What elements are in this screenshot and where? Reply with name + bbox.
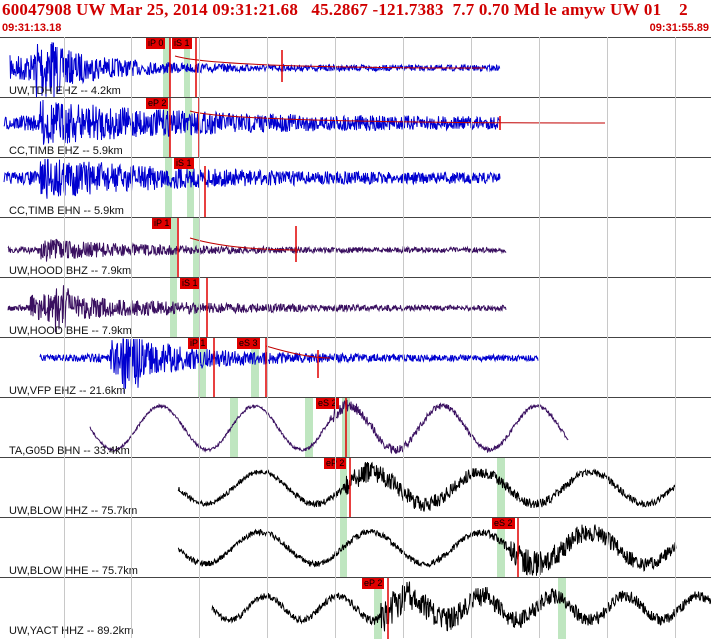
waveform-line [177, 524, 677, 576]
pick-window [170, 218, 177, 278]
trace-panel-blow-hhz[interactable]: eP 2 UW,BLOW HHZ -- 75.7km [0, 457, 711, 518]
coda-line [189, 237, 301, 251]
pick-label[interactable]: eS 2 [316, 398, 339, 409]
end-time: 09:31:55.89 [649, 22, 709, 34]
waveform-line [177, 461, 677, 512]
waveform-line [39, 338, 539, 394]
pick-label[interactable]: eP 2 [146, 98, 169, 109]
station-label: UW,YACT HHZ -- 89.2km [9, 625, 134, 637]
waveform-line [7, 238, 507, 262]
station-label: UW,HOOD BHE -- 7.9km [9, 325, 132, 337]
pick-label[interactable]: iS 1 [174, 158, 194, 169]
pick-window [163, 98, 170, 158]
pick-label[interactable]: eP 2 [324, 458, 347, 469]
trace-panel-timb-ehn[interactable]: iS 1 CC,TIMB EHN -- 5.9km [0, 157, 711, 218]
pick-label[interactable]: iS 1 [172, 38, 192, 49]
waveform-line [3, 158, 501, 199]
pick-window [251, 338, 259, 398]
waveform-blow-hhz [177, 458, 677, 518]
pick-label[interactable]: iS 1 [180, 278, 200, 289]
coda-line [265, 345, 331, 359]
pick-label[interactable]: iP 1 [188, 338, 208, 349]
trace-panel-hood-bhe[interactable]: iS 1 UW,HOOD BHE -- 7.9km [0, 277, 711, 338]
waveform-line [9, 42, 501, 98]
pick-window [374, 578, 382, 639]
trace-panel-timb-ehz[interactable]: eP 2 CC,TIMB EHZ -- 5.9km [0, 97, 711, 158]
event-title: 60047908 UW Mar 25, 2014 09:31:21.68 45.… [2, 0, 688, 19]
pick-window [558, 578, 566, 639]
station-label: CC,TIMB EHN -- 5.9km [9, 205, 124, 217]
pick-window [165, 158, 172, 218]
pick-window [185, 98, 192, 158]
coda-line [174, 55, 486, 69]
waveform-blow-hhe [177, 518, 677, 578]
waveform-hood-bhz [7, 218, 507, 278]
trace-panels: iP 0 iS 1 UW,TDH EHZ -- 4.2km eP 2 CC,TI… [0, 37, 711, 639]
pick-window [497, 458, 505, 518]
pick-window [497, 518, 505, 578]
trace-panel-tdh-ehz[interactable]: iP 0 iS 1 UW,TDH EHZ -- 4.2km [0, 37, 711, 98]
station-label: TA,G05D BHN -- 33.4km [9, 445, 130, 457]
pick-window [305, 398, 313, 458]
trace-panel-vfp-ehz[interactable]: iP 1 eS 3 UW,VFP EHZ -- 21.6km [0, 337, 711, 398]
start-time: 09:31:13.18 [2, 22, 62, 34]
waveform-vfp-ehz [39, 338, 539, 398]
coda-line [189, 110, 606, 124]
waveform-line [211, 581, 711, 632]
waveform-line [3, 99, 501, 145]
trace-panel-hood-bhz[interactable]: iP 1 UW,HOOD BHZ -- 7.9km [0, 217, 711, 278]
pick-label[interactable]: iP 0 [146, 38, 166, 49]
station-label: UW,BLOW HHE -- 75.7km [9, 565, 138, 577]
pick-label[interactable]: iP 1 [152, 218, 172, 229]
waveform-tdh-ehz [9, 38, 501, 98]
station-label: UW,BLOW HHZ -- 75.7km [9, 505, 138, 517]
trace-panel-g05d-bhn[interactable]: eS 2 TA,G05D BHN -- 33.4km [0, 397, 711, 458]
waveform-line [89, 399, 569, 455]
pick-window [230, 398, 238, 458]
waveform-timb-ehn [3, 158, 501, 218]
station-label: UW,HOOD BHZ -- 7.9km [9, 265, 132, 277]
pick-label[interactable]: eP 2 [362, 578, 385, 589]
pick-label[interactable]: eS 2 [492, 518, 515, 529]
waveform-g05d-bhn [89, 398, 569, 458]
waveform-hood-bhe [7, 278, 507, 338]
pick-label[interactable]: eS 3 [237, 338, 260, 349]
waveform-yact-hhz [211, 578, 711, 639]
station-label: CC,TIMB EHZ -- 5.9km [9, 145, 123, 157]
station-label: UW,VFP EHZ -- 21.6km [9, 385, 126, 397]
trace-panel-blow-hhe[interactable]: eS 2 UW,BLOW HHE -- 75.7km [0, 517, 711, 578]
pick-window [187, 158, 194, 218]
station-label: UW,TDH EHZ -- 4.2km [9, 85, 121, 97]
waveform-line [7, 285, 507, 333]
trace-panel-yact-hhz[interactable]: eP 2 UW,YACT HHZ -- 89.2km [0, 577, 711, 639]
